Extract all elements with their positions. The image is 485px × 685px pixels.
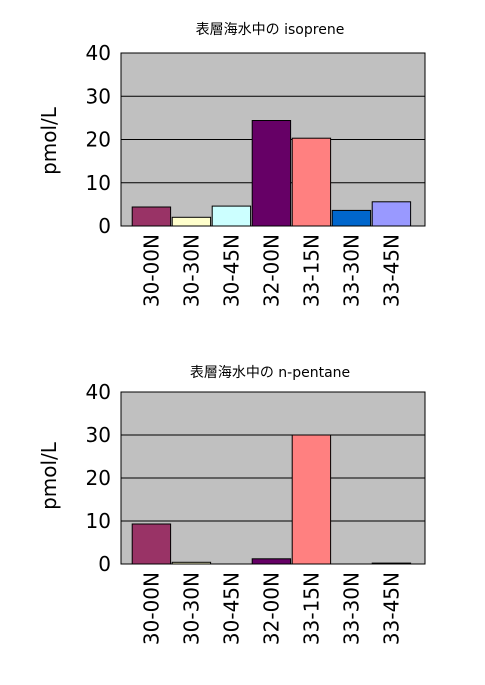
x-category-label: 30-30N (179, 572, 203, 645)
bar (171, 561, 212, 565)
x-category-label: 30-00N (139, 234, 163, 307)
bar (291, 137, 332, 227)
x-category-label: 30-00N (139, 572, 163, 645)
y-axis-label: pmol/L (37, 441, 61, 510)
x-category-label: 32-00N (259, 572, 283, 645)
bar (291, 434, 332, 565)
y-tick-label: 30 (86, 84, 111, 108)
bar (371, 201, 412, 227)
y-tick-label: 20 (86, 128, 111, 152)
x-category-label: 33-30N (339, 572, 363, 645)
y-tick-label: 40 (86, 380, 111, 404)
x-category-label: 33-15N (299, 234, 323, 307)
bar (371, 562, 412, 565)
x-category-label: 30-45N (219, 234, 243, 307)
bar (171, 216, 212, 227)
y-tick-label: 40 (86, 41, 111, 65)
x-category-label: 33-45N (379, 234, 403, 307)
x-category-label: 33-45N (379, 572, 403, 645)
bar (131, 206, 172, 227)
y-tick-label: 20 (86, 466, 111, 490)
y-tick-label: 30 (86, 423, 111, 447)
y-tick-label: 10 (86, 509, 111, 533)
x-category-label: 33-15N (299, 572, 323, 645)
y-axis-label: pmol/L (37, 106, 61, 175)
chart-n-pentane: 表層海水中の n-pentane pmol/L 0 10 20 30 40 30-00N 3… (37, 365, 426, 645)
chart-isoprene: 表層海水中の isoprene pmol/L 0 10 20 30 40 30-00N 30… (37, 22, 426, 307)
bar (251, 120, 292, 227)
x-category-label: 33-30N (339, 234, 363, 307)
bar (251, 558, 292, 565)
x-category-label: 30-30N (179, 234, 203, 307)
x-category-label: 30-45N (219, 572, 243, 645)
bar (131, 523, 172, 565)
bar (211, 205, 252, 227)
x-category-label: 32-00N (259, 234, 283, 307)
bar (331, 209, 372, 227)
y-tick-label: 0 (98, 214, 111, 238)
y-tick-label: 10 (86, 171, 111, 195)
chart-title: 表層海水中の n-pentane (190, 365, 350, 381)
chart-title: 表層海水中の isoprene (196, 22, 345, 38)
y-tick-label: 0 (98, 552, 111, 576)
